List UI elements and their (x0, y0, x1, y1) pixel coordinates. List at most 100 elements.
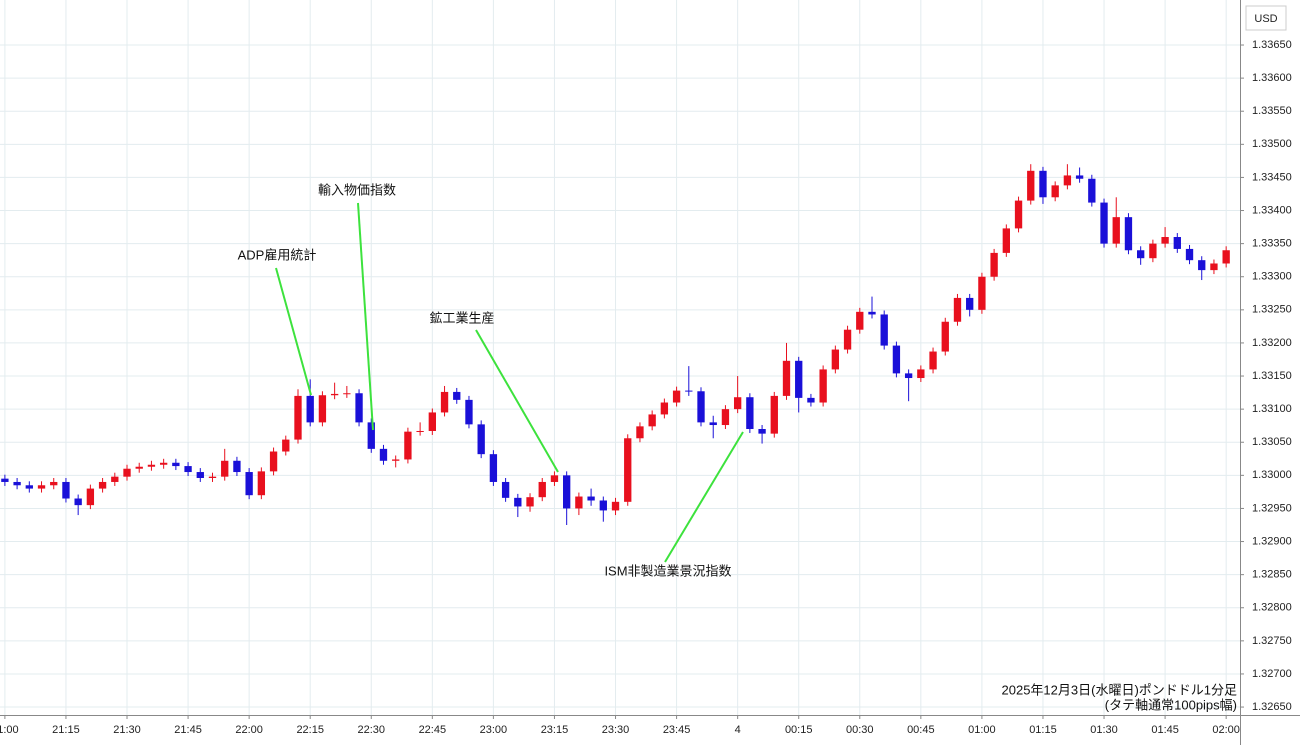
footnote: 2025年12月3日(水曜日)ポンドドル1分足 (1002, 682, 1238, 697)
candle-body (1124, 217, 1133, 251)
candle-body (159, 462, 168, 465)
candle-body (74, 498, 82, 506)
candle-body (416, 430, 424, 432)
x-tick-label: 00:15 (785, 724, 813, 736)
candle-body (379, 448, 388, 461)
x-tick-label: 01:45 (1151, 724, 1179, 736)
candle-body (758, 429, 766, 434)
candle-body (245, 472, 253, 496)
candle-body (721, 409, 730, 426)
candle-body (636, 426, 644, 439)
candle-body (1222, 250, 1230, 264)
x-tick-label: 21:30 (113, 724, 141, 736)
candle-body (770, 395, 778, 434)
candle-body (269, 451, 278, 472)
candles (1, 164, 1230, 525)
y-tick-label: 1.32850 (1252, 569, 1292, 581)
x-tick-label: 23:00 (480, 724, 508, 736)
candle-body (221, 460, 229, 477)
candle-body (856, 311, 864, 330)
candle-body (453, 391, 461, 400)
candle-body (404, 431, 412, 460)
footnote: (タテ軸通常100pips幅) (1105, 697, 1237, 712)
candle-body (575, 496, 583, 509)
candle-body (843, 329, 852, 350)
candle-body (98, 481, 107, 489)
y-tick-label: 1.33100 (1252, 403, 1292, 415)
y-axis-label: USD (1254, 13, 1277, 25)
candle-body (501, 481, 510, 498)
candle-body (1, 478, 9, 482)
y-tick-label: 1.33050 (1252, 436, 1292, 448)
x-tick-label: 21:00 (0, 724, 19, 736)
x-tick-label: 22:00 (235, 724, 263, 736)
candle-body (1002, 228, 1010, 253)
candle-body (514, 497, 522, 507)
candle-body (892, 345, 901, 374)
y-tick-label: 1.32800 (1252, 602, 1292, 614)
candle-body (831, 349, 840, 370)
candle-body (428, 412, 436, 431)
candle-body (929, 351, 937, 370)
candle-body (208, 476, 217, 478)
annotation-pointer (357, 202, 374, 431)
y-tick-label: 1.33600 (1252, 72, 1292, 84)
candle-body (660, 402, 669, 415)
candle-body (550, 475, 559, 482)
annotation-pointer (275, 267, 312, 396)
candle-body (25, 485, 33, 489)
x-tick-label: 4 (735, 724, 741, 736)
candle-body (1100, 202, 1108, 244)
candle-body (648, 414, 656, 427)
candle-body (990, 252, 998, 277)
candle-body (1051, 185, 1059, 198)
candle-body (733, 397, 742, 410)
candle-body (599, 500, 607, 511)
candle-body (953, 297, 962, 322)
candle-body (904, 373, 913, 379)
y-tick-label: 1.33250 (1252, 304, 1292, 316)
candle-body (587, 496, 595, 501)
candle-body (489, 454, 498, 482)
candle-body (978, 276, 986, 310)
candle-body (13, 481, 21, 486)
candle-body (62, 481, 70, 499)
candle-body (1088, 178, 1096, 203)
candle-body (563, 475, 571, 509)
candle-body (367, 422, 375, 449)
candle-body (1137, 250, 1145, 259)
candle-body (135, 466, 143, 469)
y-tick-label: 1.33150 (1252, 370, 1292, 382)
candle-body (1149, 243, 1157, 259)
x-tick-label: 01:15 (1029, 724, 1057, 736)
candle-body (233, 460, 241, 473)
y-tick-label: 1.33450 (1252, 171, 1292, 183)
candle-body (782, 360, 791, 396)
candle-body (966, 297, 974, 310)
candle-body (1112, 217, 1120, 244)
candle-body (685, 390, 693, 392)
candle-body (917, 369, 925, 379)
x-tick-label: 23:45 (663, 724, 691, 736)
x-tick-label: 22:15 (296, 724, 324, 736)
candle-body (697, 391, 705, 423)
candle-body (465, 399, 473, 425)
y-tick-label: 1.33200 (1252, 337, 1292, 349)
y-tick-label: 1.33350 (1252, 238, 1292, 250)
candle-body (819, 369, 827, 403)
candle-body (257, 471, 266, 496)
candle-body (123, 468, 131, 477)
candle-body (624, 438, 632, 502)
x-tick-label: 00:45 (907, 724, 935, 736)
y-tick-label: 1.33650 (1252, 39, 1292, 51)
candle-body (1210, 263, 1218, 271)
grid (0, 0, 1240, 715)
candle-body (172, 462, 180, 467)
candle-body (343, 393, 351, 395)
candle-body (1063, 175, 1072, 186)
y-tick-label: 1.32950 (1252, 502, 1292, 514)
candle-body (1173, 237, 1181, 249)
candle-body (1039, 170, 1047, 198)
